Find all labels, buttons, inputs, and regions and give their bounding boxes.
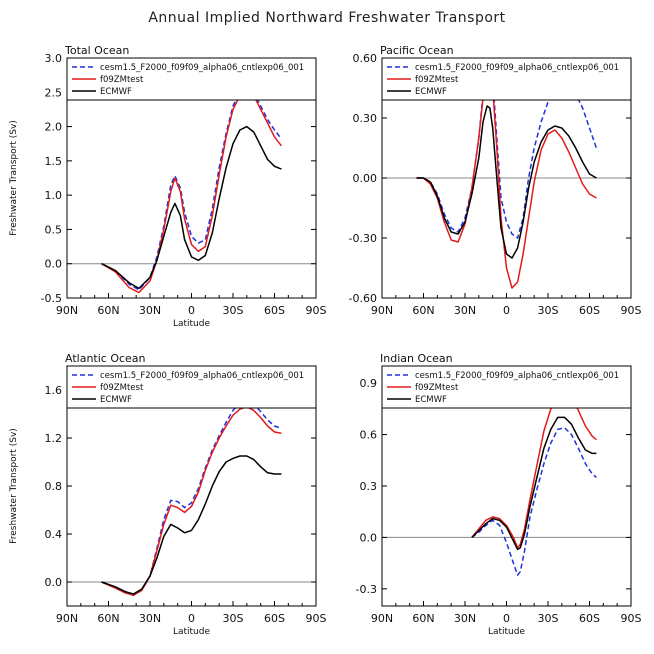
x-tick-label: 30N [139,304,161,317]
legend-label-cesm: cesm1.5_F2000_f09f09_alpha06_cntlexp06_0… [415,63,619,73]
y-tick-label: 1.0 [45,189,63,202]
y-tick-label: 2.0 [45,121,63,134]
legend-label-ecmwf: ECMWF [100,395,132,405]
legend-label-f09: f09ZMtest [100,383,144,393]
x-axis-label: Latitude [488,627,526,637]
y-tick-label: 1.5 [45,155,63,168]
legend-label-cesm: cesm1.5_F2000_f09f09_alpha06_cntlexp06_0… [100,371,304,381]
plot-frame [66,365,317,607]
series-line-cesm [101,400,282,596]
figure-title: Annual Implied Northward Freshwater Tran… [148,10,505,26]
panel-atlantic-ocean: Atlantic Ocean 90N 60N 30N 0 30S 60S 90S 0.0 0.4 0… [9,352,327,637]
y-tick-label: 0.0 [360,531,378,544]
x-tick-label: 90N [56,612,78,625]
x-tick-label: 0 [503,304,510,317]
x-tick-label: 60N [97,612,119,625]
x-tick-label: 90N [371,304,393,317]
y-tick-label: 0.6 [360,429,378,442]
y-tick-label: 1.2 [45,432,63,445]
y-axis-label: Freshwater Transport (Sv) [9,120,19,236]
legend-box [381,57,632,101]
x-tick-label: 0 [188,304,195,317]
legend-label-ecmwf: ECMWF [415,395,447,405]
x-tick-label: 60N [412,612,434,625]
y-tick-label: -0.3 [356,583,377,596]
plot-frame [66,57,317,299]
y-tick-label: -0.5 [41,292,62,305]
y-tick-label: 1.6 [45,384,63,397]
x-tick-label: 0 [503,612,510,625]
y-tick-label: -0.30 [349,232,377,245]
series-line-ecmwf [101,455,282,595]
legend-label-cesm: cesm1.5_F2000_f09f09_alpha06_cntlexp06_0… [415,371,619,381]
legend-label-f09: f09ZMtest [415,75,459,85]
series-line-f09 [101,89,282,294]
plot-frame [381,365,632,607]
x-tick-label: 30S [223,612,244,625]
plot-frame [381,57,632,299]
x-tick-label: 90S [306,612,327,625]
y-tick-label: 0.8 [45,480,63,493]
x-tick-label: 60S [264,612,285,625]
x-tick-label: 60S [579,304,600,317]
series-line-ecmwf [101,125,282,290]
panel-title: Total Ocean [64,44,129,57]
x-axis-label: Latitude [173,627,211,637]
series-line-ecmwf [416,105,597,259]
y-tick-label: -0.60 [349,292,377,305]
y-tick-label: 0.0 [45,576,63,589]
series-line-f09 [416,73,597,289]
x-tick-label: 90N [56,304,78,317]
legend-label-cesm: cesm1.5_F2000_f09f09_alpha06_cntlexp06_0… [100,63,304,73]
y-tick-label: 0.4 [45,528,63,541]
legend-box [381,365,632,409]
y-tick-label: 0.00 [353,172,378,185]
legend-box [66,57,317,101]
y-tick-label: 0.60 [353,52,378,65]
y-tick-label: 0.0 [45,258,63,271]
legend-label-f09: f09ZMtest [100,75,144,85]
x-tick-label: 30N [139,612,161,625]
legend-label-ecmwf: ECMWF [415,87,447,97]
x-tick-label: 90S [306,304,327,317]
y-tick-label: 3.0 [45,52,63,65]
x-tick-label: 30S [538,612,559,625]
x-tick-label: 90N [371,612,393,625]
x-tick-label: 0 [188,612,195,625]
panel-title: Indian Ocean [380,352,453,365]
x-tick-label: 60S [579,612,600,625]
y-tick-label: 0.30 [353,112,378,125]
panel-indian-ocean: Indian Ocean 90N 60N 30N 0 30S 60S 90S -0.3 0.0 0.… [356,352,642,637]
y-tick-label: 0.3 [360,480,378,493]
series-line-f09 [101,406,282,596]
x-tick-label: 60N [412,304,434,317]
panel-pacific-ocean: Pacific Ocean 90N 60N 30N 0 30S 60S 90S -0.60 -0.… [349,44,642,317]
series-line-ecmwf [471,416,597,551]
y-tick-label: 0.9 [360,377,378,390]
legend-label-f09: f09ZMtest [415,383,459,393]
x-tick-label: 30S [538,304,559,317]
y-tick-label: 2.5 [45,86,63,99]
series-line-cesm [471,426,597,576]
x-tick-label: 90S [621,304,642,317]
panel-title: Pacific Ocean [380,44,454,57]
x-axis-label: Latitude [173,319,211,329]
x-tick-label: 90S [621,612,642,625]
x-tick-label: 30S [223,304,244,317]
series-line-f09 [471,390,597,549]
x-tick-label: 30N [454,304,476,317]
x-tick-label: 30N [454,612,476,625]
x-tick-label: 60S [264,304,285,317]
y-axis-label: Freshwater Transport (Sv) [9,428,19,544]
y-tick-label: 0.5 [45,223,63,236]
x-tick-label: 60N [97,304,119,317]
panel-total-ocean: Total Ocean 90N 60N 30N 0 30S 60S 90S -0.5 0.0 0.5… [9,44,327,329]
legend-label-ecmwf: ECMWF [100,87,132,97]
series-line-cesm [101,86,282,291]
panel-title: Atlantic Ocean [65,352,146,365]
